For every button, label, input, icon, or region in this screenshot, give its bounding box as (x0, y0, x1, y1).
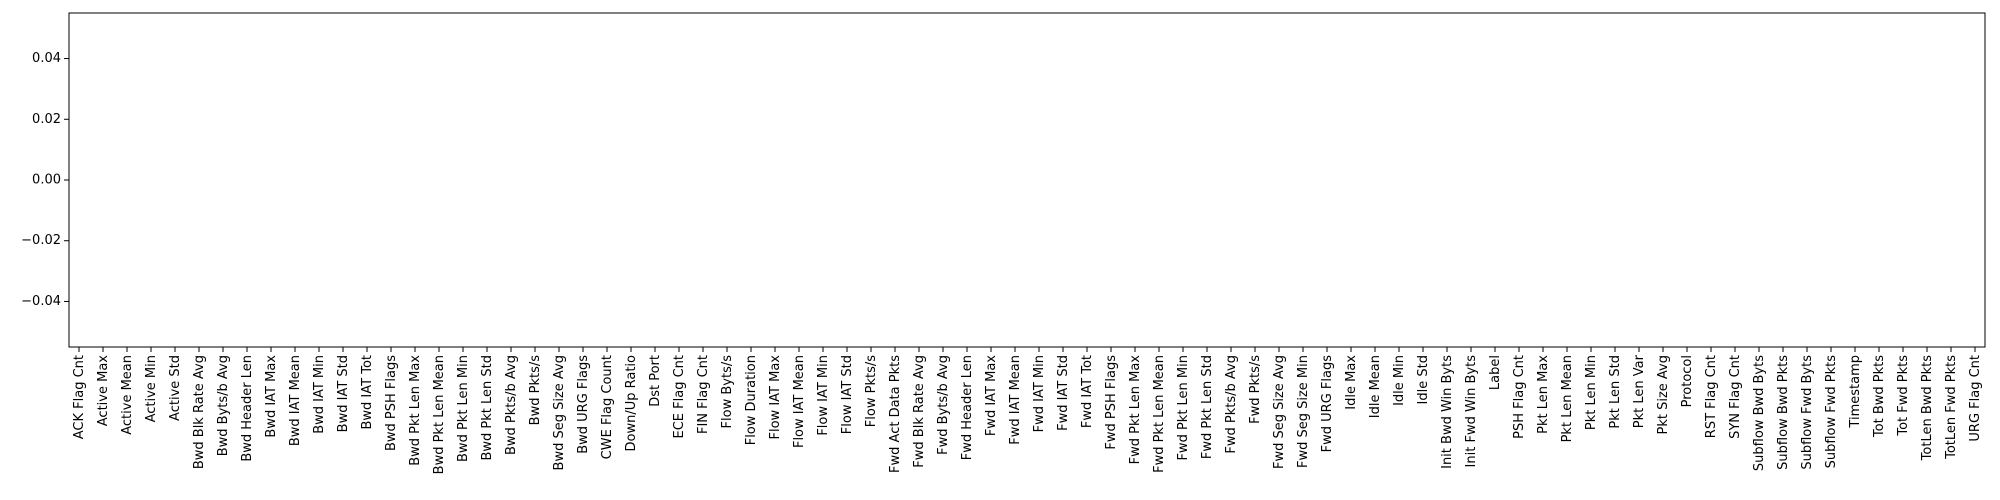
x-tick-label: Fwd Header Len (960, 355, 975, 460)
x-tick-label: Fwd Act Data Pkts (888, 355, 903, 473)
x-tick-label: Bwd Byts/b Avg (216, 355, 231, 456)
x-tick-label: Flow IAT Mean (792, 355, 807, 448)
x-tick-label: TotLen Bwd Pkts (1920, 355, 1935, 462)
x-tick-label: Bwd Pkts/s (528, 355, 543, 426)
x-tick-label: Flow IAT Std (840, 355, 855, 434)
x-tick-label: Bwd IAT Max (264, 355, 279, 438)
x-tick-label: Fwd Pkt Len Min (1176, 355, 1191, 461)
x-tick-label: Init Fwd Win Byts (1464, 355, 1479, 468)
x-tick-label: Protocol (1680, 355, 1695, 407)
x-tick-label: Fwd Pkt Len Mean (1152, 355, 1167, 473)
x-tick-label: Fwd Seg Size Avg (1272, 355, 1287, 469)
x-tick-label: Tot Bwd Pkts (1872, 355, 1887, 438)
x-tick-label: Fwd Pkts/s (1248, 355, 1263, 424)
y-tick-label: −0.04 (21, 294, 61, 309)
x-tick-label: Bwd Blk Rate Avg (192, 355, 207, 469)
x-tick-label: Bwd Seg Size Avg (552, 355, 567, 470)
x-tick-label: Label (1488, 355, 1503, 390)
x-tick-label: PSH Flag Cnt (1512, 355, 1527, 439)
x-tick-label: Subflow Bwd Byts (1752, 355, 1767, 471)
y-tick-label: 0.00 (32, 173, 61, 188)
x-tick-label: Fwd URG Flags (1320, 355, 1335, 453)
x-tick-label: Pkt Len Mean (1560, 355, 1575, 442)
x-tick-label: Pkt Len Std (1608, 355, 1623, 429)
x-tick-label: Bwd Pkt Len Std (480, 355, 495, 461)
x-tick-label: Fwd PSH Flags (1104, 355, 1119, 450)
x-tick-label: Bwd Pkt Len Mean (432, 355, 447, 474)
x-tick-label: Pkt Size Avg (1656, 355, 1671, 435)
x-tick-label: Fwd Pkt Len Max (1128, 355, 1143, 465)
x-tick-label: Bwd IAT Tot (360, 355, 375, 430)
x-tick-label: Fwd Pkts/b Avg (1224, 355, 1239, 454)
x-axis: ACK Flag Cnt Active Max Active Mean Active … (72, 347, 1983, 474)
x-tick-label: Fwd IAT Std (1056, 355, 1071, 431)
plot-frame (68, 12, 1986, 348)
x-tick-label: Fwd Blk Rate Avg (912, 355, 927, 468)
x-tick-label: Subflow Fwd Pkts (1824, 355, 1839, 469)
x-tick-label: Idle Min (1392, 355, 1407, 406)
x-tick-label: Flow Byts/s (720, 355, 735, 429)
x-tick-label: ECE Flag Cnt (672, 355, 687, 439)
x-tick-label: Pkt Len Var (1632, 354, 1647, 428)
x-tick-label: Idle Max (1344, 355, 1359, 410)
x-tick-label: Fwd Seg Size Min (1296, 355, 1311, 468)
x-tick-label: Bwd IAT Mean (288, 355, 303, 446)
x-tick-label: Fwd IAT Mean (1008, 355, 1023, 445)
x-tick-label: Flow Duration (744, 355, 759, 445)
x-tick-label: Timestamp (1848, 355, 1863, 429)
x-tick-label: Fwd IAT Max (984, 355, 999, 436)
x-tick-label: ACK Flag Cnt (72, 355, 87, 439)
x-tick-label: Init Bwd Win Byts (1440, 355, 1455, 469)
x-tick-label: SYN Flag Cnt (1728, 355, 1743, 439)
x-tick-label: Active Max (96, 355, 111, 427)
x-tick-label: Bwd Pkt Len Min (456, 355, 471, 462)
x-tick-label: Bwd IAT Min (312, 355, 327, 434)
x-tick-label: Flow Pkts/s (864, 355, 879, 427)
x-tick-label: Bwd PSH Flags (384, 355, 399, 451)
y-tick-label: 0.02 (32, 112, 61, 127)
x-tick-label: CWE Flag Count (600, 355, 615, 459)
y-tick-label: 0.04 (32, 51, 61, 66)
x-tick-label: Bwd Header Len (240, 355, 255, 462)
x-tick-label: Subflow Fwd Byts (1800, 355, 1815, 470)
x-tick-label: Bwd Pkts/b Avg (504, 355, 519, 455)
x-tick-label: Bwd Pkt Len Max (408, 355, 423, 466)
y-axis: −0.04 −0.02 0.00 0.02 0.04 (21, 51, 69, 309)
x-tick-label: Flow IAT Max (768, 355, 783, 440)
x-tick-label: Tot Fwd Pkts (1896, 355, 1911, 437)
x-tick-label: Idle Mean (1368, 355, 1383, 418)
x-tick-label: Active Std (168, 355, 183, 421)
x-tick-label: Flow IAT Min (816, 355, 831, 436)
x-tick-label: Fwd IAT Min (1032, 355, 1047, 432)
x-tick-label: Fwd Byts/b Avg (936, 355, 951, 455)
x-tick-label: Pkt Len Min (1584, 355, 1599, 430)
x-tick-label: Idle Std (1416, 355, 1431, 404)
x-tick-label: Fwd IAT Tot (1080, 355, 1095, 428)
x-tick-label: Subflow Bwd Pkts (1776, 355, 1791, 470)
x-tick-label: Bwd IAT Std (336, 355, 351, 432)
x-tick-label: Down/Up Ratio (624, 355, 639, 452)
x-tick-label: RST Flag Cnt (1704, 355, 1719, 438)
x-tick-label: TotLen Fwd Pkts (1944, 355, 1959, 460)
x-tick-label: Active Min (144, 355, 159, 422)
x-tick-label: Active Mean (120, 355, 135, 435)
x-tick-label: FIN Flag Cnt (696, 355, 711, 434)
x-tick-label: Bwd URG Flags (576, 355, 591, 454)
x-tick-label: URG Flag Cnt (1968, 355, 1983, 442)
y-tick-label: −0.02 (21, 233, 61, 248)
x-tick-label: Dst Port (648, 355, 663, 407)
x-tick-label: Pkt Len Max (1536, 355, 1551, 434)
x-tick-label: Fwd Pkt Len Std (1200, 355, 1215, 459)
